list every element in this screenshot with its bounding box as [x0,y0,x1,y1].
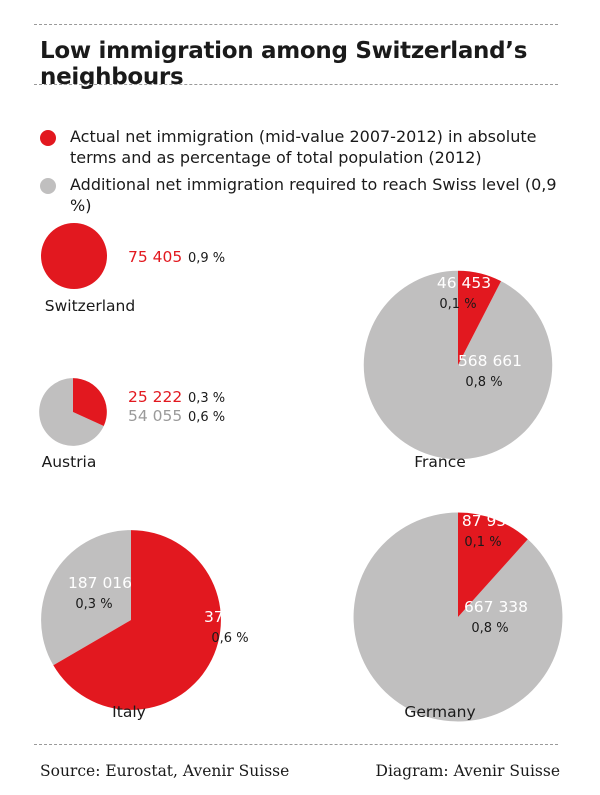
pie-germany [353,512,563,722]
slice-germany-actual [458,512,528,617]
legend-label-additional: Additional net immigration required to r… [70,175,557,215]
slice-italy-actual [53,530,221,710]
value-germany-actual: 87 956 [462,512,516,530]
slice-france-additional [363,270,553,460]
pct-italy-actual: 0,6 % [211,631,248,646]
pie-france [363,270,553,460]
legend-grey-dot-icon [40,178,56,194]
chart-title: Low immigration among Switzerland’s neig… [40,38,528,90]
pct-switzerland-actual: 0,9 % [188,251,225,266]
pct-france-actual: 0,1 % [439,297,476,312]
value-italy-additional: 187 016 [68,574,132,592]
slice-italy-additional [41,530,132,666]
value-france-additional: 568 661 [458,352,522,370]
pct-france-additional: 0,8 % [465,375,502,390]
slice-france-actual [458,270,502,365]
country-label-austria: Austria [42,453,97,471]
value-austria-actual: 25 222 [128,388,182,406]
value-france-actual: 46 453 [437,274,491,292]
legend-item-actual: Actual net immigration (mid-value 2007-2… [40,126,580,168]
country-label-germany: Germany [404,703,475,721]
pie-switzerland [41,223,107,289]
pie-italy [41,530,221,710]
pct-austria-additional: 0,6 % [188,410,225,425]
slice-switzerland-actual [41,223,107,289]
top-rule [34,24,558,25]
pct-germany-actual: 0,1 % [464,535,501,550]
pie-austria [39,378,107,446]
country-label-switzerland: Switzerland [45,297,135,315]
slice-austria-additional [39,378,104,446]
legend-label-actual: Actual net immigration (mid-value 2007-2… [70,127,537,167]
value-italy-actual: 372 817 [204,608,268,626]
legend-red-dot-icon [40,130,56,146]
source-note: Source: Eurostat, Avenir Suisse [40,762,290,780]
value-switzerland-actual: 75 405 [128,248,182,266]
slice-germany-additional [353,512,563,722]
pct-italy-additional: 0,3 % [75,597,112,612]
country-label-france: France [414,453,466,471]
title-rule [34,84,558,85]
pct-austria-actual: 0,3 % [188,391,225,406]
bottom-rule [34,744,558,745]
value-germany-additional: 667 338 [464,598,528,616]
diagram-credit: Diagram: Avenir Suisse [375,762,560,780]
country-label-italy: Italy [112,703,146,721]
pct-germany-additional: 0,8 % [471,621,508,636]
slice-austria-actual [73,378,107,427]
legend-item-additional: Additional net immigration required to r… [40,174,580,216]
value-austria-additional: 54 055 [128,407,182,425]
